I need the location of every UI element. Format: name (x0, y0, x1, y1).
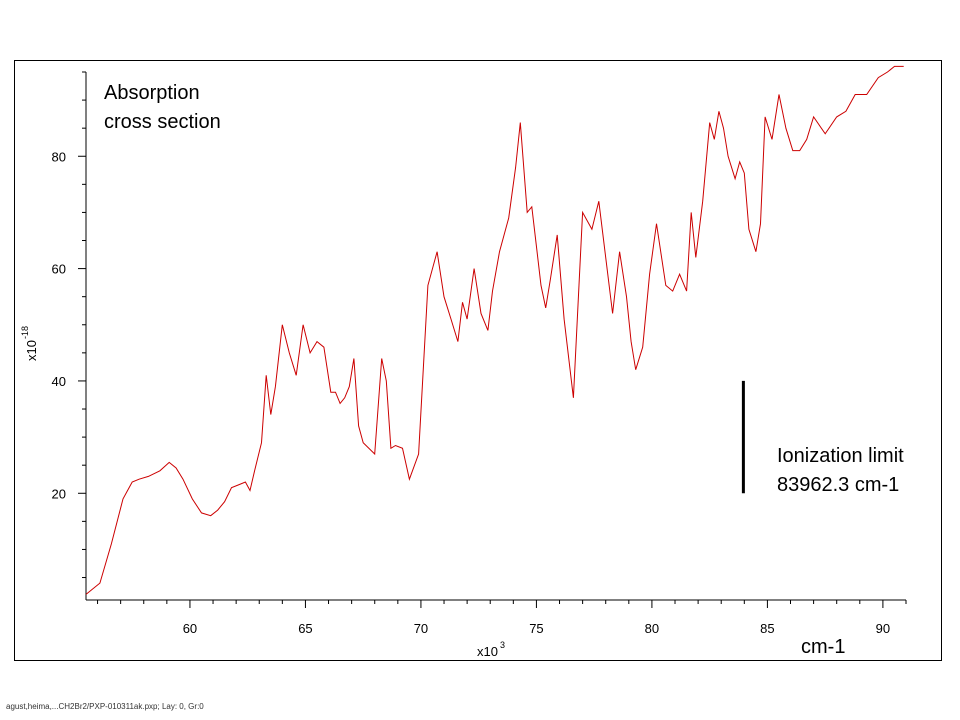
x-tick-label: 70 (414, 621, 428, 636)
y-tick-label: 60 (52, 262, 66, 277)
x-tick-label: 90 (876, 621, 890, 636)
series-layer (85, 65, 904, 595)
absorption-chart: 60 65 70 75 80 85 90 20 40 60 80 Absorption cross … (20, 65, 907, 659)
y-tick-label: 80 (52, 149, 66, 164)
x-tick-label: 60 (183, 621, 197, 636)
x-axis-label: cm-1 (801, 636, 845, 658)
x-tick-label: 80 (645, 621, 659, 636)
ionization-limit-value: 83962.3 cm-1 (777, 474, 899, 496)
x-tick-label: 65 (298, 621, 312, 636)
y-multiplier-base: x10 (24, 340, 39, 361)
ionization-limit-label: Ionization limit (777, 445, 904, 467)
footer-file-info: agust,heima,...CH2Br2/PXP-010311ak.pxp; … (6, 702, 204, 711)
chart-annotation-line-2: cross section (104, 111, 221, 133)
y-tick-label: 40 (52, 374, 66, 389)
x-tick-label: 85 (760, 621, 774, 636)
annotations: Absorption cross section Ionization limi… (20, 82, 904, 659)
x-tick-label: 75 (529, 621, 543, 636)
axes: 60 65 70 75 80 85 90 20 40 60 80 (52, 71, 907, 636)
x-multiplier-exponent: 3 (500, 640, 505, 650)
y-tick-label: 20 (52, 486, 66, 501)
x-multiplier-base: x10 (477, 644, 498, 659)
chart-annotation-line-1: Absorption (104, 82, 200, 104)
chart-frame (14, 60, 942, 661)
y-multiplier-exponent: -18 (20, 326, 30, 339)
y-multiplier: x10 -18 (20, 326, 39, 361)
absorption-series-line (85, 65, 904, 595)
